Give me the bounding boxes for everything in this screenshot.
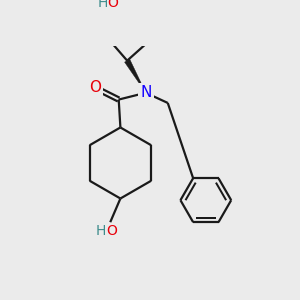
Text: O: O [108,0,118,10]
Polygon shape [124,59,146,93]
Text: O: O [89,80,101,95]
Text: O: O [106,224,117,238]
Text: H: H [97,0,108,10]
Text: N: N [140,85,152,100]
Text: H: H [96,224,106,238]
